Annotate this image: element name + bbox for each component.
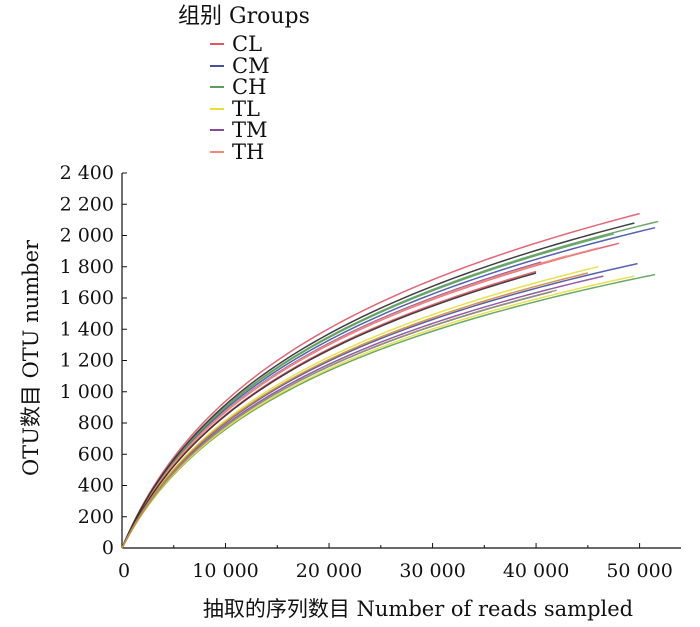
- y-tick-label: 2 200: [60, 193, 114, 215]
- x-tick-label: 40 000: [503, 560, 569, 582]
- x-tick-label: 10 000: [192, 560, 258, 582]
- y-tick-label: 1 200: [60, 350, 114, 372]
- series-line-unlabeled-17: [121, 289, 557, 549]
- legend-label: TL: [232, 96, 260, 121]
- legend-title: 组别 Groups: [178, 4, 310, 29]
- y-axis-title: OTU数目 OTU number: [19, 239, 43, 476]
- legend-swatch: [210, 86, 224, 88]
- x-tick-label: 30 000: [399, 560, 465, 582]
- y-tick-label: 400: [78, 475, 114, 497]
- y-tick-label: 2 000: [60, 225, 114, 247]
- series-line-th-14: [121, 255, 568, 549]
- x-tick-label: 20 000: [296, 560, 362, 582]
- legend-label: CH: [232, 75, 267, 99]
- series-line-unlabeled-15: [121, 222, 635, 549]
- x-tick-label: 50 000: [606, 560, 672, 582]
- x-tick-label: 0: [118, 560, 130, 582]
- legend-label: TH: [232, 139, 265, 164]
- legend-swatch: [210, 107, 224, 110]
- y-tick-label: 1 600: [60, 287, 114, 309]
- y-tick-label: 200: [78, 506, 114, 528]
- legend-swatch: [210, 43, 224, 45]
- y-tick-label: 0: [102, 537, 114, 559]
- series-line-unlabeled-18: [121, 272, 589, 549]
- series-line-cm-4: [121, 262, 638, 549]
- series-line-unlabeled-16: [121, 272, 537, 549]
- legend-label: CM: [232, 53, 270, 78]
- legend-label: CL: [232, 32, 263, 56]
- y-tick-label: 1 400: [60, 318, 114, 340]
- legend-swatch: [210, 150, 224, 153]
- legend-swatch: [210, 129, 224, 131]
- series-line-cl-0: [121, 212, 640, 549]
- y-tick-label: 800: [78, 412, 114, 434]
- y-tick-label: 600: [78, 443, 114, 465]
- series-line-tl-9: [121, 266, 599, 549]
- series-line-ch-6: [121, 220, 659, 549]
- series-line-cl-1: [121, 242, 620, 549]
- y-tick-label: 2 400: [60, 162, 114, 184]
- legend-swatch: [210, 64, 224, 67]
- series-line-th-13: [121, 247, 599, 549]
- series-lines: [121, 212, 659, 549]
- legend-label: TM: [232, 118, 268, 142]
- y-tick-label: 1 000: [60, 381, 114, 403]
- y-tick-label: 1 800: [60, 256, 114, 278]
- x-axis-title: 抽取的序列数目 Number of reads sampled: [203, 597, 633, 621]
- axes: 0 200 400 600 800 1 000 1 200 1 400 1 600 1 800 2 …: [60, 162, 681, 582]
